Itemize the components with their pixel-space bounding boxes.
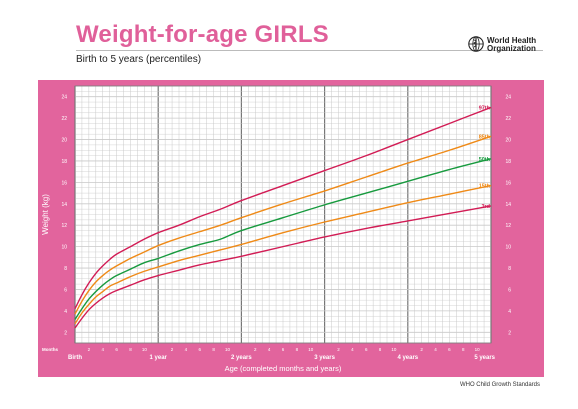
x-year-label: 4 years [397,355,418,361]
y-tick-label-right: 4 [508,309,511,315]
x-month-tick-label: 2 [88,347,91,352]
x-month-tick-label: 6 [448,347,451,352]
x-year-label: 2 years [231,355,252,361]
y-tick-label-right: 6 [508,287,511,293]
x-month-tick-label: 2 [420,347,423,352]
x-month-tick-label: 2 [254,347,257,352]
x-month-tick-label: 10 [142,347,148,352]
percentile-line-50th [74,158,492,320]
x-month-tick-label: 10 [391,347,397,352]
y-tick-label-left: 12 [61,223,67,229]
y-tick-label-right: 24 [505,95,511,101]
x-month-tick-label: 4 [185,347,188,352]
y-tick-label-left: 6 [64,287,67,293]
y-tick-label-left: 20 [61,138,67,144]
y-tick-label-left: 14 [61,202,67,208]
x-month-tick-label: 4 [351,347,354,352]
x-year-label: 5 years [474,355,495,361]
y-tick-label-left: 24 [61,95,67,101]
x-month-tick-label: 6 [199,347,202,352]
y-tick-label-left: 22 [61,116,67,122]
x-month-tick-label: 8 [212,347,215,352]
x-year-label: 3 years [314,355,335,361]
who-logo-icon [468,36,484,52]
x-month-tick-label: 6 [115,347,118,352]
x-month-tick-label: 6 [282,347,285,352]
chart-subtitle: Birth to 5 years (percentiles) [76,54,202,65]
x-month-tick-label: 6 [365,347,368,352]
x-month-tick-label: 2 [171,347,174,352]
title-divider [76,50,543,51]
y-tick-label-right: 20 [505,138,511,144]
who-org-name: World Health Organization [487,37,536,53]
percentile-line-85th [74,135,492,315]
x-year-label: Birth [68,355,82,361]
percentile-line-3rd [74,205,492,329]
x-month-tick-label: 8 [129,347,132,352]
org-name-line1: World Health [487,36,537,45]
x-month-tick-label: 10 [475,347,481,352]
y-tick-label-right: 18 [505,159,511,165]
y-tick-label-left: 10 [61,245,67,251]
x-month-tick-label: 4 [268,347,271,352]
y-tick-label-right: 10 [505,245,511,251]
x-month-tick-label: 4 [101,347,104,352]
footer-source: WHO Child Growth Standards [459,382,540,388]
x-month-tick-label: 8 [296,347,299,352]
org-name-line2: Organization [487,44,536,53]
x-months-label: Months [42,347,58,352]
percentile-label-50th: 50th [479,157,491,163]
x-month-tick-label: 8 [379,347,382,352]
y-tick-label-right: 12 [505,223,511,229]
y-tick-label-left: 4 [64,309,67,315]
percentile-label-3rd: 3rd [481,204,490,210]
y-tick-label-right: 22 [505,116,511,122]
x-axis-label: Age (completed months and years) [225,364,342,373]
percentile-label-97th: 97th [479,105,491,111]
y-tick-label-left: 16 [61,180,67,186]
x-month-tick-label: 4 [434,347,437,352]
plot-border [74,85,492,344]
chart-title: Weight-for-age GIRLS [76,21,329,48]
y-tick-label-right: 8 [508,266,511,272]
y-tick-label-left: 2 [64,330,67,336]
y-tick-label-right: 2 [508,330,511,336]
x-month-tick-label: 10 [225,347,231,352]
percentile-line-15th [74,184,492,325]
x-year-label: 1 year [150,355,168,361]
y-tick-label-left: 18 [61,159,67,165]
y-tick-label-right: 16 [505,180,511,186]
y-tick-label-right: 14 [505,202,511,208]
percentile-label-85th: 85th [479,134,491,140]
x-month-tick-label: 8 [462,347,465,352]
x-month-tick-label: 2 [337,347,340,352]
percentile-line-97th [74,106,492,310]
percentile-label-15th: 15th [479,184,491,190]
x-month-tick-label: 10 [308,347,314,352]
y-tick-label-left: 8 [64,266,67,272]
y-axis-label: Weight (kg) [41,194,50,235]
